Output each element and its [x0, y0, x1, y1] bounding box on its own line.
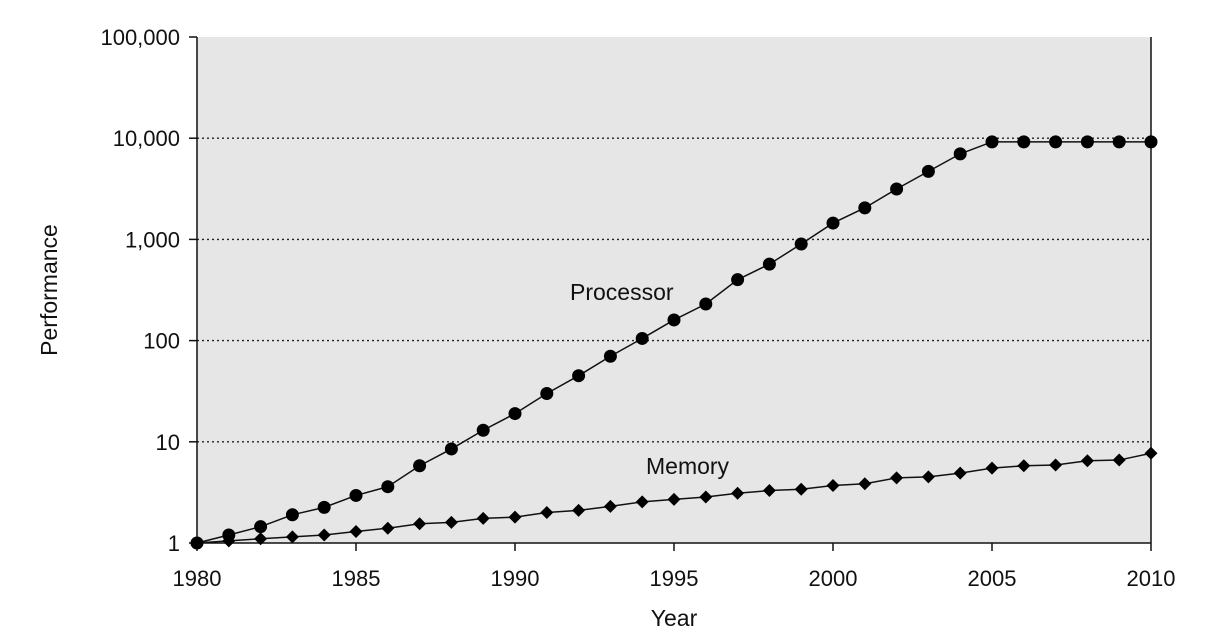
- memory-point-2001: [858, 477, 872, 491]
- x-tick-label: 1980: [173, 566, 222, 591]
- processor-point-1997: [731, 273, 745, 287]
- memory-point-2002: [890, 471, 904, 485]
- y-tick-label: 10: [156, 430, 180, 455]
- x-axis-title: Year: [651, 605, 698, 631]
- processor-point-2003: [921, 164, 935, 178]
- processor-point-1984: [317, 500, 331, 514]
- memory-point-1984: [317, 528, 331, 542]
- memory-point-2008: [1080, 454, 1094, 468]
- processor-point-2002: [890, 182, 904, 196]
- memory-point-1991: [540, 506, 554, 520]
- processor-point-1983: [285, 508, 299, 522]
- memory-point-1999: [794, 482, 808, 496]
- processor-point-2004: [953, 147, 967, 161]
- processor-point-1989: [476, 423, 490, 437]
- series-markers: [190, 135, 1158, 550]
- memory-point-2005: [985, 461, 999, 475]
- memory-point-1993: [603, 499, 617, 513]
- memory-point-2007: [1049, 458, 1063, 472]
- processor-point-1993: [603, 349, 617, 363]
- processor-point-1996: [699, 297, 713, 311]
- memory-point-1992: [572, 503, 586, 517]
- memory-point-2009: [1112, 453, 1126, 467]
- y-tick-label: 1,000: [125, 227, 180, 252]
- y-axis-ticks: 1 10 100 1,000 10,000 100,000: [100, 25, 197, 556]
- memory-point-1987: [413, 517, 427, 531]
- processor-point-1988: [444, 442, 458, 456]
- y-tick-label: 1: [168, 531, 180, 556]
- x-tick-label: 2010: [1127, 566, 1176, 591]
- memory-point-1990: [508, 510, 522, 524]
- x-tick-label: 2000: [809, 566, 858, 591]
- memory-point-1996: [699, 490, 713, 504]
- memory-point-1983: [285, 530, 299, 544]
- memory-point-1989: [476, 511, 490, 525]
- processor-point-1998: [762, 257, 776, 271]
- processor-point-1990: [508, 407, 522, 421]
- x-tick-label: 1985: [332, 566, 381, 591]
- memory-point-1988: [444, 515, 458, 529]
- memory-point-1998: [762, 484, 776, 498]
- processor-point-2000: [826, 216, 840, 230]
- memory-point-1980: [190, 536, 204, 550]
- processor-series-label: Processor: [570, 279, 674, 305]
- processor-point-1982: [254, 520, 268, 534]
- processor-point-2010: [1144, 135, 1158, 149]
- memory-point-2010: [1144, 446, 1158, 460]
- memory-point-1981: [222, 534, 236, 548]
- processor-point-1985: [349, 488, 363, 502]
- processor-point-2001: [858, 201, 872, 215]
- processor-point-2008: [1080, 135, 1094, 149]
- memory-series-label: Memory: [646, 453, 730, 479]
- processor-point-1991: [540, 387, 554, 401]
- processor-point-2007: [1049, 135, 1063, 149]
- memory-point-2003: [921, 470, 935, 484]
- memory-point-1986: [381, 521, 395, 535]
- processor-point-1992: [572, 369, 586, 383]
- memory-point-2006: [1017, 459, 1031, 473]
- plot-area: [197, 37, 1151, 543]
- x-axis-ticks: 1980 1985 1990 1995 2000 2005 2010: [173, 543, 1176, 591]
- processor-point-1994: [635, 331, 649, 345]
- memory-point-2004: [953, 466, 967, 480]
- memory-point-2000: [826, 479, 840, 492]
- x-tick-label: 1990: [491, 566, 540, 591]
- x-tick-label: 2005: [968, 566, 1017, 591]
- memory-point-1995: [667, 492, 681, 506]
- processor-point-1995: [667, 313, 681, 327]
- processor-point-1987: [413, 459, 427, 473]
- y-tick-label: 10,000: [113, 126, 180, 151]
- y-axis-title: Performance: [36, 224, 62, 356]
- processor-point-1986: [381, 480, 395, 494]
- memory-point-1982: [254, 532, 268, 546]
- processor-point-2005: [985, 135, 999, 149]
- processor-point-2009: [1112, 135, 1126, 149]
- y-tick-label: 100,000: [100, 25, 180, 50]
- processor-point-2006: [1017, 135, 1031, 149]
- processor-point-1999: [794, 237, 808, 251]
- memory-point-1997: [731, 486, 745, 500]
- memory-point-1994: [635, 495, 649, 509]
- memory-point-1985: [349, 524, 363, 538]
- x-tick-label: 1995: [650, 566, 699, 591]
- y-tick-label: 100: [143, 329, 180, 354]
